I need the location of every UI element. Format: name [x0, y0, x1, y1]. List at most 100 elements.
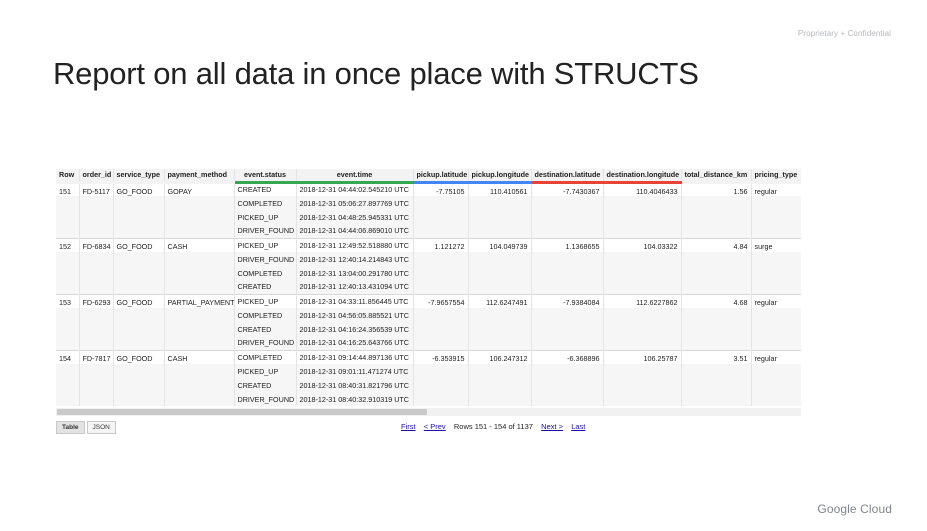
row-number-cell — [56, 336, 79, 350]
column-header[interactable]: total_distance_km — [680, 169, 751, 184]
destination-longitude-cell — [602, 210, 681, 224]
service-type-cell — [112, 336, 164, 350]
table-row: DRIVER_FOUND 2018-12-31 12:40:14.214843 U… — [56, 252, 801, 266]
pricing-type-cell: regular — [750, 181, 801, 196]
total-distance-cell — [680, 266, 751, 280]
horizontal-scrollbar[interactable] — [56, 408, 801, 416]
row-number-cell: 151 — [56, 181, 79, 196]
payment-method-cell — [163, 378, 234, 392]
payment-method-cell — [163, 336, 234, 350]
destination-longitude-cell — [602, 224, 681, 238]
pickup-latitude-cell — [412, 364, 468, 378]
table-row: CREATED 2018-12-31 08:40:31.821796 UTC — [56, 378, 801, 392]
row-number-cell: 153 — [56, 293, 79, 308]
payment-method-cell — [163, 196, 234, 210]
event-status-cell: DRIVER_FOUND — [233, 392, 296, 406]
destination-latitude-cell — [530, 252, 603, 266]
service-type-cell — [112, 224, 164, 238]
event-status-cell: COMPLETED — [233, 349, 296, 364]
pricing-type-cell — [750, 336, 801, 350]
first-page-link[interactable]: First — [401, 422, 416, 431]
destination-latitude-cell — [530, 378, 603, 392]
destination-longitude-cell — [602, 196, 681, 210]
pricing-type-cell — [750, 280, 801, 294]
destination-longitude-cell — [602, 336, 681, 350]
order-id-cell — [78, 308, 113, 322]
column-header[interactable]: Row — [56, 169, 79, 184]
service-type-cell — [112, 378, 164, 392]
payment-method-cell: CASH — [163, 349, 234, 364]
service-type-cell — [112, 322, 164, 336]
event-time-cell: 2018-12-31 09:14:44.897136 UTC — [295, 349, 413, 364]
column-header-event-status[interactable]: event.status — [233, 169, 296, 184]
order-id-cell: FD-6293 — [78, 293, 113, 308]
order-id-cell — [78, 322, 113, 336]
column-header[interactable]: pricing_type — [750, 169, 801, 184]
column-header-destination-longitude[interactable]: destination.longitude — [602, 169, 681, 184]
pricing-type-cell — [750, 322, 801, 336]
pickup-latitude-cell: -6.353915 — [412, 349, 468, 364]
event-status-cell: PICKED_UP — [233, 364, 296, 378]
destination-latitude-cell — [530, 266, 603, 280]
destination-longitude-cell — [602, 378, 681, 392]
event-time-cell: 2018-12-31 12:49:52.518880 UTC — [295, 237, 413, 252]
payment-method-cell — [163, 364, 234, 378]
row-number-cell: 152 — [56, 237, 79, 252]
destination-latitude-cell — [530, 364, 603, 378]
last-page-link[interactable]: Last — [571, 422, 586, 431]
service-type-cell — [112, 280, 164, 294]
event-status-cell: CREATED — [233, 378, 296, 392]
row-number-cell — [56, 392, 79, 406]
pricing-type-cell — [750, 210, 801, 224]
column-header[interactable]: order_id — [78, 169, 113, 184]
total-distance-cell — [680, 364, 751, 378]
destination-latitude-cell — [530, 224, 603, 238]
tab-json[interactable]: JSON — [86, 421, 116, 434]
column-header-pickup-longitude[interactable]: pickup.longitude — [467, 169, 531, 184]
column-header[interactable]: payment_method — [163, 169, 234, 184]
pickup-longitude-cell: 110.410561 — [467, 181, 531, 196]
pickup-longitude-cell — [467, 252, 531, 266]
pickup-latitude-cell — [412, 196, 468, 210]
tab-table[interactable]: Table — [56, 421, 85, 434]
destination-longitude-cell — [602, 392, 681, 406]
row-number-cell — [56, 378, 79, 392]
payment-method-cell — [163, 392, 234, 406]
service-type-cell — [112, 196, 164, 210]
column-header-event-time[interactable]: event.time — [295, 169, 413, 184]
column-header-destination-latitude[interactable]: destination.latitude — [530, 169, 603, 184]
destination-latitude-cell — [530, 210, 603, 224]
table-row: 153 FD-6293 GO_FOOD PARTIAL_PAYMENT PICKED_U… — [56, 293, 801, 308]
order-id-cell — [78, 196, 113, 210]
next-page-link[interactable]: Next > — [541, 422, 564, 431]
event-status-cell: COMPLETED — [233, 266, 296, 280]
total-distance-cell — [680, 210, 751, 224]
scrollbar-thumb[interactable] — [57, 409, 427, 415]
event-time-cell: 2018-12-31 12:40:14.214843 UTC — [295, 252, 413, 266]
column-header-pickup-latitude[interactable]: pickup.latitude — [412, 169, 468, 184]
payment-method-cell — [163, 252, 234, 266]
pickup-latitude-cell — [412, 280, 468, 294]
order-id-cell — [78, 392, 113, 406]
destination-longitude-cell — [602, 280, 681, 294]
event-time-cell: 2018-12-31 04:33:11.856445 UTC — [295, 293, 413, 308]
order-id-cell — [78, 336, 113, 350]
event-time-cell: 2018-12-31 13:04:00.291780 UTC — [295, 266, 413, 280]
prev-page-link[interactable]: < Prev — [423, 422, 446, 431]
confidential-label: Proprietary + Confidential — [797, 29, 891, 38]
pickup-longitude-cell — [467, 308, 531, 322]
pickup-latitude-cell — [412, 210, 468, 224]
pricing-type-cell — [750, 266, 801, 280]
table-row: 151 FD-5117 GO_FOOD GOPAY CREATED 2018-12-31 … — [56, 181, 801, 196]
destination-longitude-cell: 106.25787 — [602, 349, 681, 364]
column-header[interactable]: service_type — [112, 169, 164, 184]
service-type-cell: GO_FOOD — [112, 293, 164, 308]
pickup-longitude-cell: 106.247312 — [467, 349, 531, 364]
destination-latitude-cell: -7.7430367 — [530, 181, 603, 196]
pricing-type-cell — [750, 196, 801, 210]
event-time-cell: 2018-12-31 05:06:27.897769 UTC — [295, 196, 413, 210]
service-type-cell — [112, 364, 164, 378]
pricing-type-cell — [750, 308, 801, 322]
row-number-cell — [56, 196, 79, 210]
destination-latitude-cell — [530, 322, 603, 336]
